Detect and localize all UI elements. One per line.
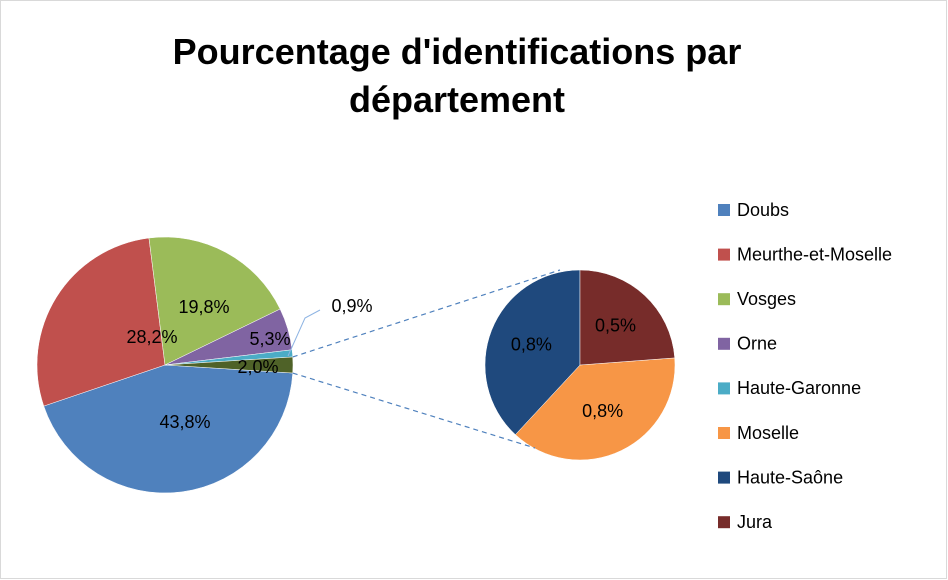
data-label: 28,2%: [126, 327, 177, 347]
chart-title: Pourcentage d'identifications par départ…: [172, 31, 742, 120]
legend-label: Doubs: [737, 200, 789, 220]
legend-swatch: [718, 427, 730, 439]
legend-swatch: [718, 382, 730, 395]
pie-slice: [579, 269, 676, 366]
legend-swatch: [718, 471, 730, 484]
legend-swatch: [718, 516, 730, 529]
pie-slice: [43, 364, 294, 494]
pie-slice: [148, 236, 281, 366]
legend-swatch: [718, 248, 730, 261]
pie-slice-other: [164, 356, 294, 374]
data-label: 0,8%: [582, 401, 623, 421]
pie-slice: [515, 357, 676, 461]
pie-slice: [484, 269, 581, 435]
data-label: 43,8%: [159, 412, 210, 432]
data-label: 5,3%: [249, 329, 290, 349]
legend-swatch: [718, 293, 730, 306]
connector-line: [292, 372, 536, 449]
pie-slice: [36, 237, 166, 407]
legend-label: Moselle: [737, 423, 799, 443]
legend-swatch: [718, 337, 730, 350]
legend-label: Haute-Saône: [737, 467, 843, 487]
data-label: 0,9%: [331, 296, 372, 316]
leader-line: [287, 309, 321, 357]
data-label: 19,8%: [178, 297, 229, 317]
legend-swatch: [718, 204, 730, 216]
data-label: 2,0%: [237, 357, 278, 377]
legend-label: Haute-Garonne: [737, 378, 861, 398]
data-label: 0,8%: [511, 335, 552, 355]
legend-label: Jura: [737, 512, 773, 532]
legend-label: Meurthe-et-Moselle: [737, 244, 892, 264]
connector-line: [292, 269, 561, 358]
data-label: 0,5%: [595, 315, 636, 335]
legend-label: Vosges: [737, 289, 796, 309]
legend-label: Orne: [737, 334, 777, 354]
